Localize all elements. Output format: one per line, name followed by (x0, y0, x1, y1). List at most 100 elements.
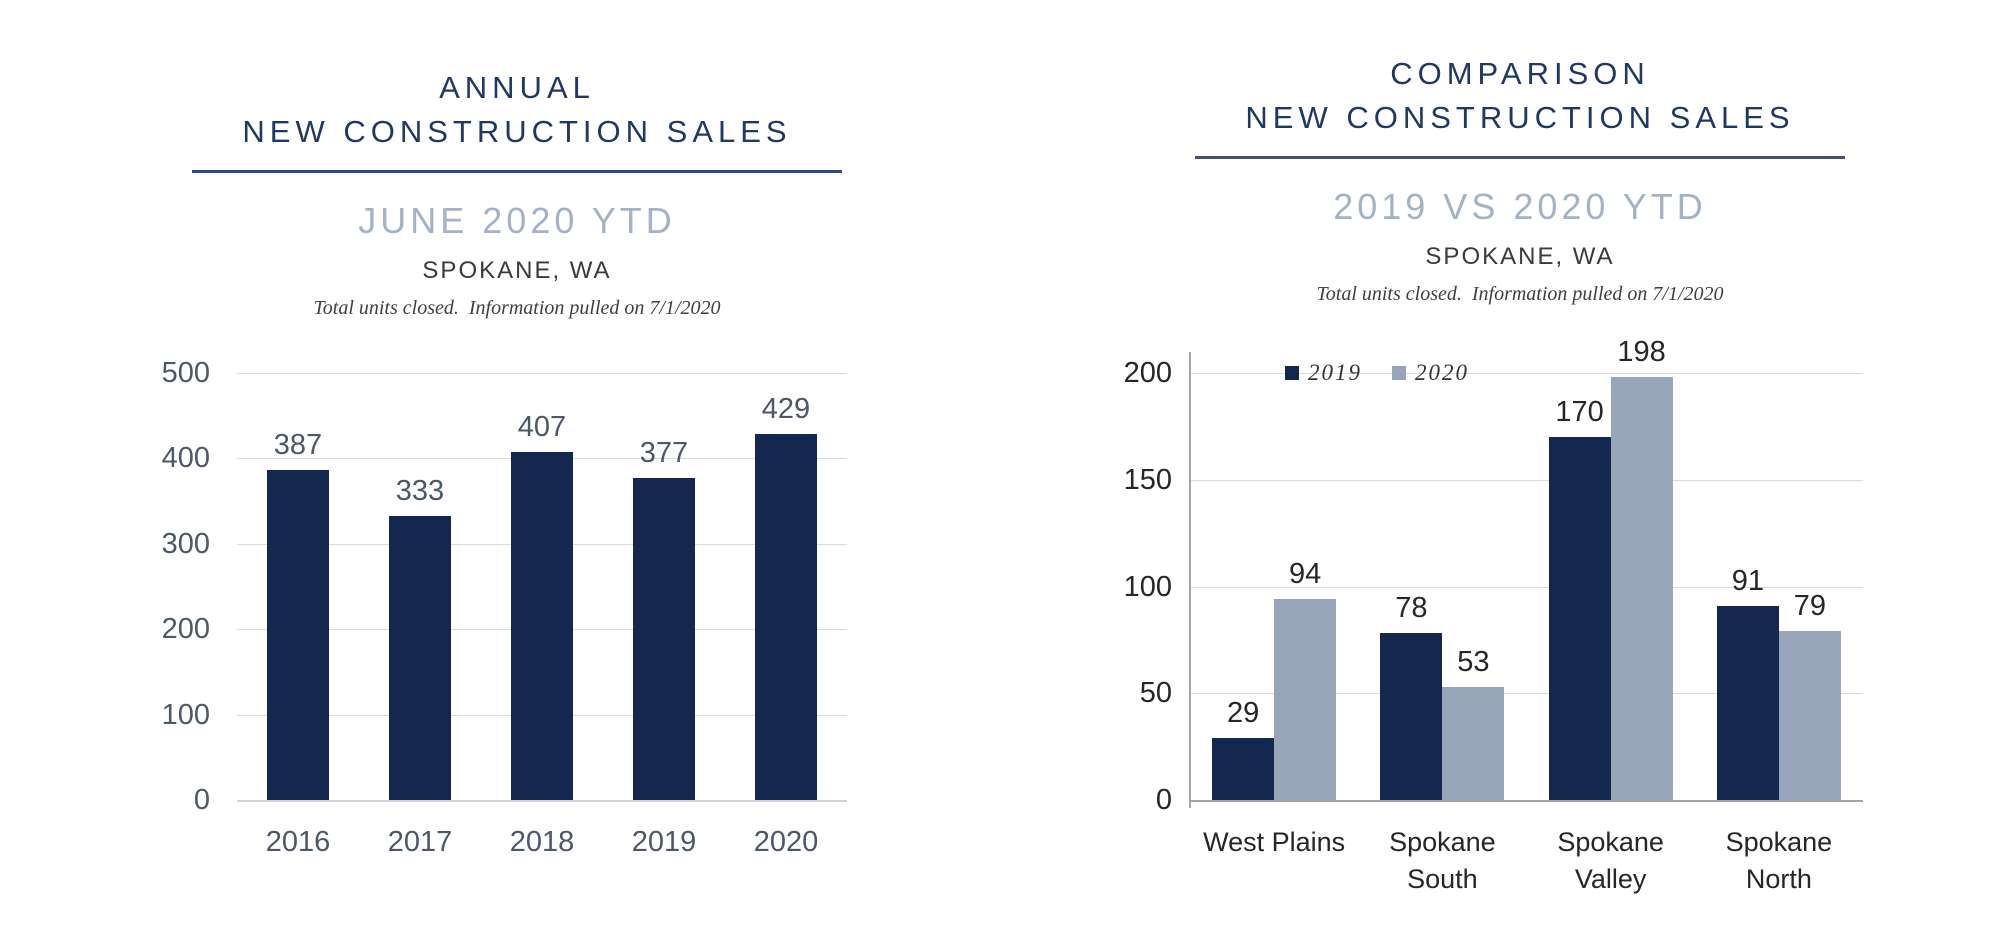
y-tick-label: 50 (1139, 677, 1172, 710)
chart-subtitle: JUNE 2020 YTD (358, 200, 676, 241)
legend-label: 2019 (1308, 360, 1362, 385)
bar-value-label: 333 (395, 474, 445, 507)
gridline (1190, 479, 1863, 481)
x-category-label: 2016 (265, 826, 331, 858)
category-group: 91 79 (1695, 373, 1863, 800)
bar-2020: 94 (1274, 558, 1337, 800)
bar: 407 (511, 411, 573, 800)
chart-subtitle: 2019 VS 2020 YTD (1333, 186, 1707, 227)
x-category-label: Spokane North (1725, 827, 1833, 894)
bars-area: 29 94 78 53 170 198 91 79 (1190, 336, 1863, 800)
x-category: West Plains (1190, 824, 1358, 898)
category-group: 78 53 (1358, 373, 1526, 800)
y-tick-label: 100 (1123, 570, 1172, 603)
legend-item-2020: 2020 (1392, 360, 1469, 386)
category-group: 29 94 (1190, 373, 1358, 800)
bar-2020: 198 (1610, 336, 1673, 800)
bar-value-label: 387 (273, 428, 323, 461)
annual-sales-bar-chart: 500 400 300 200 100 0 387 333 407 377 429 2016 2017 2… (162, 357, 847, 858)
y-tick-label: 200 (161, 613, 210, 646)
y-tick-label: 400 (161, 442, 210, 475)
x-category-label: West Plains (1203, 827, 1346, 857)
gridline (1190, 586, 1863, 588)
x-category: 2017 (359, 824, 481, 861)
category-group: 377 (603, 373, 725, 800)
category-group: 429 (725, 373, 847, 800)
bar-value-label: 407 (517, 411, 567, 444)
x-category-label: 2019 (631, 826, 697, 858)
bar-2020: 79 (1778, 590, 1841, 800)
comparison-grouped-bar-chart: 200 150 100 50 0 29 94 78 53 170 198 91 79 West Plain… (1124, 336, 1863, 894)
bar-2019: 91 (1716, 565, 1779, 800)
bar: 333 (389, 475, 451, 800)
bar-value-label: 29 (1226, 697, 1260, 730)
category-group: 387 (237, 373, 359, 800)
x-category: Spokane South (1358, 824, 1526, 898)
y-tick-label: 100 (161, 698, 210, 731)
x-category-label: 2017 (387, 826, 453, 858)
bar-value-label: 53 (1457, 645, 1490, 678)
bar: 387 (267, 429, 329, 800)
x-category: Spokane Valley (1527, 824, 1695, 898)
x-category-label: 2018 (509, 826, 575, 858)
legend-swatch-2020 (1392, 366, 1406, 380)
chart-footnote: Total units closed. Information pulled o… (313, 297, 721, 319)
legend: 2019 2020 (1285, 359, 1469, 387)
bar: 377 (633, 437, 695, 800)
bar-2019: 170 (1548, 396, 1611, 800)
x-category-label: 2020 (753, 826, 819, 858)
bar-value-label: 91 (1731, 564, 1765, 597)
bar: 429 (755, 393, 817, 800)
y-tick-label: 0 (193, 784, 210, 816)
y-tick-label: 200 (1123, 357, 1172, 389)
x-category: 2018 (481, 824, 603, 861)
annual-chart-panel: ANNUAL NEW CONSTRUCTION SALES JUNE 2020 … (162, 70, 847, 858)
title-divider (192, 170, 842, 173)
x-axis-labels: West Plains Spokane South Spokane Valley Sp… (1190, 824, 1863, 898)
bar-value-label: 170 (1555, 396, 1604, 429)
bar-2019: 29 (1212, 697, 1275, 800)
x-category-label: Spokane South (1389, 827, 1496, 894)
y-tick-label: 0 (1155, 784, 1172, 816)
legend-item-2019: 2019 (1285, 360, 1362, 386)
x-axis-baseline (1190, 800, 1863, 802)
category-group: 170 198 (1527, 336, 1695, 800)
chart-title-line1: ANNUAL (439, 70, 595, 105)
chart-footnote: Total units closed. Information pulled o… (1316, 283, 1724, 305)
bar-value-label: 94 (1288, 558, 1322, 591)
gridline (1190, 373, 1863, 374)
x-category: 2020 (725, 824, 847, 861)
chart-title: ANNUAL NEW CONSTRUCTION SALES (17, 66, 1017, 154)
x-category: 2019 (603, 824, 725, 861)
comparison-chart-header: COMPARISON NEW CONSTRUCTION SALES 2019 V… (1020, 52, 2000, 307)
legend-swatch-2019 (1285, 366, 1299, 380)
gridline (237, 373, 847, 374)
y-tick-label: 300 (161, 527, 210, 560)
category-group: 333 (359, 373, 481, 800)
bar-value-label: 377 (639, 437, 689, 470)
chart-location: SPOKANE, WA (1425, 243, 1615, 270)
gridline (1190, 693, 1863, 695)
title-divider (1195, 156, 1845, 159)
y-tick-label: 150 (1123, 463, 1172, 496)
category-group: 407 (481, 373, 603, 800)
bar-value-label: 78 (1395, 592, 1428, 625)
x-category-label: Spokane Valley (1557, 827, 1664, 894)
bar-value-label: 79 (1793, 590, 1827, 623)
annual-chart-header: ANNUAL NEW CONSTRUCTION SALES JUNE 2020 … (17, 66, 1017, 321)
bar-2019: 78 (1380, 592, 1443, 800)
bar-value-label: 429 (761, 392, 811, 425)
x-category: Spokane North (1695, 824, 1863, 898)
chart-location: SPOKANE, WA (422, 257, 612, 284)
y-tick-label: 500 (161, 357, 210, 389)
bars-area: 387 333 407 377 429 (237, 373, 847, 800)
bar-2020: 53 (1442, 646, 1505, 800)
x-category: 2016 (237, 824, 359, 861)
x-axis-baseline (237, 800, 847, 802)
chart-title-line2: NEW CONSTRUCTION SALES (242, 114, 792, 149)
chart-title-line2: NEW CONSTRUCTION SALES (1245, 100, 1795, 135)
x-axis-labels: 2016 2017 2018 2019 2020 (237, 824, 847, 861)
bar-value-label: 198 (1617, 336, 1666, 369)
chart-title-line1: COMPARISON (1390, 56, 1650, 91)
